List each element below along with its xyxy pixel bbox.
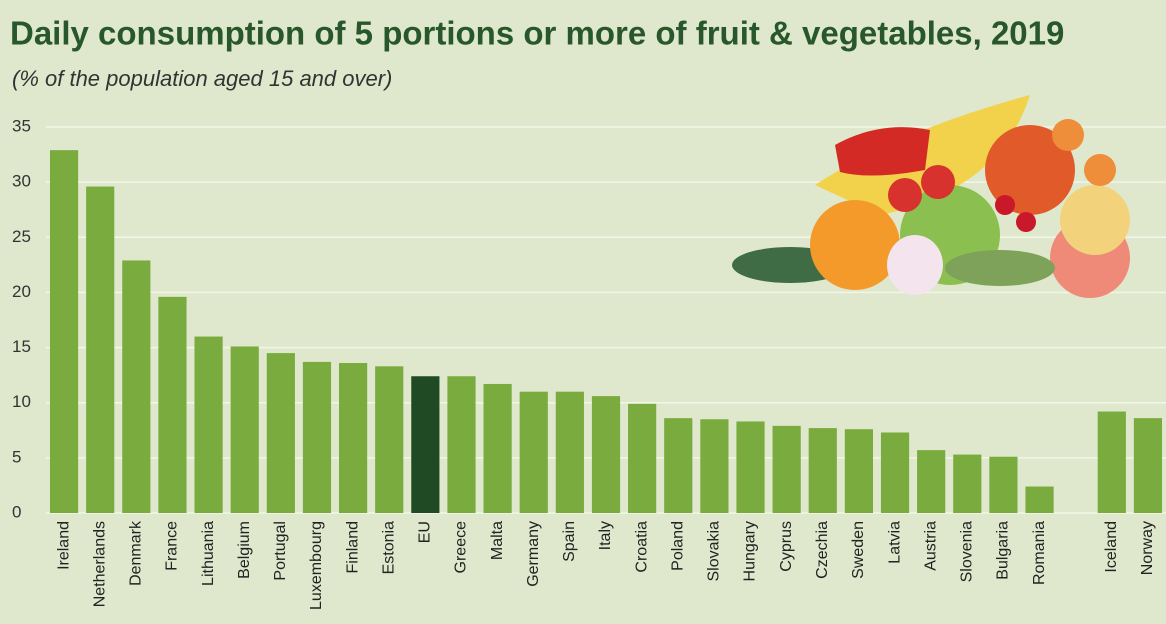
y-tick-label: 25	[12, 227, 31, 246]
y-tick-label: 30	[12, 172, 31, 191]
bar	[1133, 418, 1163, 513]
bar	[664, 418, 693, 513]
bar	[736, 421, 765, 513]
bar	[194, 336, 223, 513]
bar	[519, 391, 548, 513]
x-tick-label: Malta	[489, 521, 506, 560]
bar	[844, 429, 873, 513]
x-tick-label: Estonia	[380, 521, 397, 574]
bar	[591, 396, 621, 513]
x-tick-label: Netherlands	[91, 521, 108, 607]
x-tick-label: Denmark	[128, 520, 145, 586]
x-tick-label: Austria	[922, 521, 939, 571]
bar	[917, 450, 946, 513]
bar	[700, 419, 729, 513]
bar	[230, 346, 259, 513]
x-tick-label: Bulgaria	[995, 521, 1012, 580]
x-tick-label: Poland	[669, 521, 686, 571]
y-tick-label: 20	[12, 282, 31, 301]
bar	[302, 361, 332, 513]
x-tick-label: Croatia	[633, 521, 650, 573]
bar	[375, 366, 404, 513]
x-tick-label: Hungary	[742, 521, 759, 581]
x-tick-label: Czechia	[814, 521, 831, 579]
bar	[1097, 411, 1126, 513]
x-tick-label: Lithuania	[200, 521, 217, 586]
x-tick-label: Finland	[344, 521, 361, 573]
x-tick-label: Italy	[597, 521, 614, 550]
x-tick-label: Cyprus	[778, 521, 795, 572]
x-tick-label: Spain	[561, 521, 578, 562]
x-tick-label: Sweden	[850, 521, 867, 579]
fruit-illustration	[732, 95, 1130, 298]
y-tick-label: 5	[12, 447, 21, 466]
x-tick-label: Ireland	[55, 521, 72, 570]
bar	[1025, 486, 1054, 513]
x-tick-label: Portugal	[272, 521, 289, 581]
x-tick-label: Slovakia	[706, 521, 723, 582]
chart-subtitle: (% of the population aged 15 and over)	[12, 66, 392, 91]
bar	[628, 403, 657, 513]
x-tick-label: Norway	[1139, 521, 1156, 575]
x-tick-label: Greece	[453, 521, 470, 574]
x-tick-label: Belgium	[236, 521, 253, 579]
chart-title: Daily consumption of 5 portions or more …	[10, 15, 1064, 52]
x-tick-label: France	[164, 521, 181, 571]
x-tick-label: EU	[417, 521, 434, 543]
bar	[989, 456, 1018, 513]
bar	[808, 428, 837, 513]
bar	[158, 296, 187, 513]
x-tick-label: Iceland	[1103, 521, 1120, 573]
y-tick-label: 0	[12, 502, 21, 521]
x-tick-label: Luxembourg	[308, 521, 325, 610]
bar	[880, 432, 910, 513]
bar	[953, 454, 982, 513]
x-tick-label: Slovenia	[959, 521, 976, 582]
bar	[483, 383, 512, 513]
bar	[266, 353, 295, 513]
bar	[447, 376, 476, 513]
bar	[122, 260, 151, 513]
bar	[339, 363, 368, 513]
y-tick-label: 35	[12, 116, 31, 135]
x-tick-label: Romania	[1031, 521, 1048, 585]
x-tick-label: Latvia	[886, 521, 903, 564]
bar	[86, 186, 115, 513]
y-tick-label: 10	[12, 392, 31, 411]
bar	[411, 376, 440, 513]
x-tick-label: Germany	[525, 521, 542, 587]
bar	[772, 425, 801, 513]
bar	[555, 391, 584, 513]
y-tick-label: 15	[12, 337, 31, 356]
bar	[49, 150, 79, 513]
